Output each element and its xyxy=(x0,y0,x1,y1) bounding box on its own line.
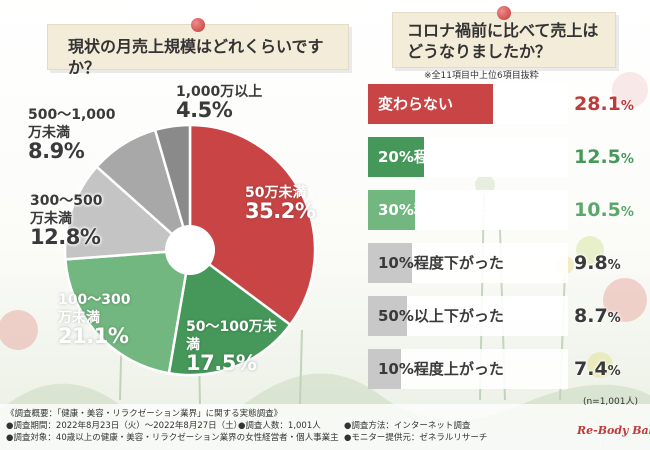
bar-question-banner: コロナ禍前に比べて売上は どうなりましたか？ xyxy=(392,6,616,68)
footer-target: ●調査対象：40歳以上の健康・美容・リラクゼーション業界の女性経営者・個人事業主 xyxy=(6,433,339,443)
bar-value-label: 28.1% xyxy=(574,93,634,115)
bar-category-label: 50%以上下がった xyxy=(378,307,504,325)
bar-track: 10%程度下がった xyxy=(368,243,568,283)
pie-question-banner: 現状の月売上規模はどれくらいですか？ xyxy=(47,18,349,77)
bar-category-label: 20%程度下がった xyxy=(378,148,504,166)
pin-icon xyxy=(497,6,511,20)
pie-label-name: 1,000万以上 xyxy=(176,84,263,100)
bar-category-label: 10%程度下がった xyxy=(378,254,504,272)
bar-fill xyxy=(368,349,401,389)
bar-category-label: 変わらない xyxy=(378,95,454,113)
bar-track: 50%以上下がった xyxy=(368,296,568,336)
bar-fill xyxy=(368,243,412,283)
pie-center-hole xyxy=(165,225,215,275)
bar-question-title: コロナ禍前に比べて売上は どうなりましたか？ xyxy=(407,20,598,62)
bar-row: 30%程度下がった 10.5% xyxy=(368,190,639,230)
bar-row: 20%程度下がった 12.5% xyxy=(368,137,639,177)
pie-label-name: 50万未満 xyxy=(245,185,307,201)
sample-size-note: (n=1,001人) xyxy=(582,397,638,407)
footer-provider: ●モニター提供元：ゼネラルリサーチ xyxy=(344,433,488,443)
pie-label-value: 12.8% xyxy=(30,225,101,249)
pie-label-over-1000man: 1,000万以上 4.5% xyxy=(176,83,263,122)
bar-question-title-line2: どうなりましたか？ xyxy=(407,42,552,61)
pie-label-100-300man: 100〜300万未満 21.1% xyxy=(58,291,138,348)
brand-logo: Re-Body Balance xyxy=(577,424,650,437)
bar-track: 20%程度下がった xyxy=(368,137,568,177)
pie-label-300-500man: 300〜500万未満 12.8% xyxy=(30,192,110,249)
pie-label-value: 21.1% xyxy=(58,324,129,348)
bar-track: 30%程度下がった xyxy=(368,190,568,230)
footer-period: ●調査期間：2022年8月23日（火）〜2022年8月27日（土） xyxy=(6,421,243,431)
footer-method: ●調査方法：インターネット調査 xyxy=(344,421,471,431)
pie-label-50-100man: 50〜100万未満 17.5% xyxy=(186,318,286,375)
bar-fill xyxy=(368,84,493,124)
bar-row: 10%程度上がった 7.4% xyxy=(368,349,639,389)
pie-label-name: 100〜300万未満 xyxy=(58,292,131,326)
pin-icon xyxy=(191,18,205,32)
bar-value-label: 12.5% xyxy=(574,146,634,168)
pie-label-under-50man: 50万未満 35.2% xyxy=(245,184,316,223)
pie-chart xyxy=(63,123,317,377)
pie-label-name: 500〜1,000万未満 xyxy=(28,107,116,141)
pie-question-title: 現状の月売上規模はどれくらいですか？ xyxy=(68,37,324,77)
top6-note: ※全11項目中上位6項目抜粋 xyxy=(424,71,539,81)
pie-label-value: 8.9% xyxy=(28,139,85,163)
bar-category-label: 10%程度上がった xyxy=(378,360,504,378)
bar-fill xyxy=(368,137,424,177)
bar-value-label: 10.5% xyxy=(574,199,634,221)
footer-people: ●調査人数：1,001人 xyxy=(238,421,321,431)
pie-label-value: 4.5% xyxy=(176,98,233,122)
bar-question-title-line1: コロナ禍前に比べて売上は xyxy=(407,21,599,40)
bar-category-label: 30%程度下がった xyxy=(378,201,504,219)
bar-row: 10%程度下がった 9.8% xyxy=(368,243,639,283)
bar-row: 50%以上下がった 8.7% xyxy=(368,296,639,336)
footer-overview: 《調査概要：「健康・美容・リラクゼーション業界」に関する実態調査》 xyxy=(6,409,283,419)
pie-label-500-1000man: 500〜1,000万未満 8.9% xyxy=(28,106,128,163)
pie-slice-300-500man xyxy=(63,164,194,261)
pie-slice-over-1000man xyxy=(153,123,192,251)
pie-slice-under-50man xyxy=(188,123,317,327)
bar-track: 10%程度上がった xyxy=(368,349,568,389)
pie-slice-50-100man xyxy=(167,247,292,377)
bar-fill xyxy=(368,190,415,230)
bar-value-label: 8.7% xyxy=(574,305,621,327)
pie-label-name: 300〜500万未満 xyxy=(30,193,103,227)
bar-row: 変わらない 28.1% xyxy=(368,84,639,124)
pie-label-value: 17.5% xyxy=(186,351,257,375)
pie-label-value: 35.2% xyxy=(245,199,316,223)
bar-value-label: 7.4% xyxy=(574,358,621,380)
bar-value-label: 9.8% xyxy=(574,252,621,274)
bar-track: 変わらない xyxy=(368,84,568,124)
bar-fill xyxy=(368,296,407,336)
pie-slice-100-300man xyxy=(64,248,192,375)
pie-label-name: 50〜100万未満 xyxy=(186,319,277,353)
